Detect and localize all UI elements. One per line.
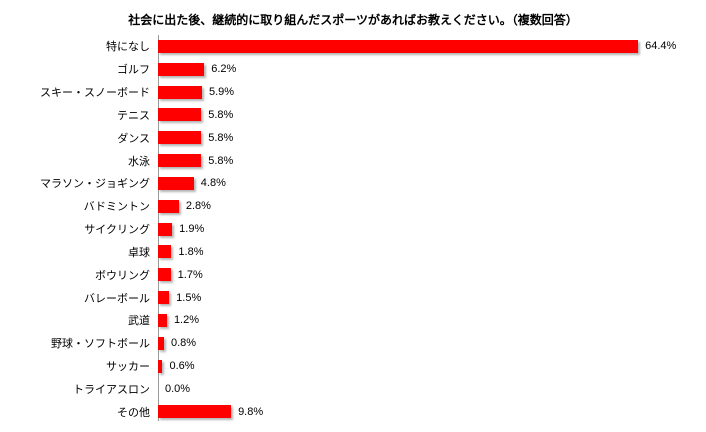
value-label: 6.2% [211, 63, 237, 76]
category-label: ゴルフ [117, 64, 150, 77]
bar-track: 1.8% [158, 240, 706, 263]
bar-track: 1.9% [158, 218, 706, 241]
category-label: 卓球 [128, 246, 150, 259]
value-label: 1.9% [179, 223, 205, 236]
bar-track: 2.8% [158, 195, 706, 218]
value-label: 9.8% [238, 405, 264, 418]
category-label: ダンス [117, 132, 150, 145]
bar [158, 405, 232, 419]
category-label: バレーボール [84, 292, 150, 305]
bar [158, 245, 172, 259]
bar-row: 野球・ソフトボール 0.8% [0, 332, 706, 355]
bar-track: 64.4% [158, 35, 706, 58]
bar-row: マラソン・ジョギング 4.8% [0, 172, 706, 195]
bar-track: 1.5% [158, 286, 706, 309]
bar-track: 1.2% [158, 309, 706, 332]
value-label: 1.5% [176, 291, 202, 304]
value-label: 0.8% [170, 337, 197, 350]
bar [158, 108, 202, 122]
bar-row: 卓球 1.8% [0, 240, 706, 263]
value-label: 0.0% [165, 382, 191, 395]
bar-track: 9.8% [158, 400, 706, 423]
bar-track: 5.8% [158, 103, 706, 126]
value-label: 1.7% [177, 268, 203, 281]
value-label: 4.8% [200, 177, 226, 190]
bar-row: バドミントン 2.8% [0, 195, 706, 218]
bar [158, 199, 179, 213]
bar [158, 336, 164, 350]
bar-row: ゴルフ 6.2% [0, 58, 706, 81]
bar-rows: 特になし 64.4% ゴルフ 6.2% スキー・スノーボード 5.9% テニス … [0, 35, 706, 423]
category-label: その他 [117, 406, 150, 419]
bar-track: 0.6% [158, 355, 706, 378]
plot-area: 特になし 64.4% ゴルフ 6.2% スキー・スノーボード 5.9% テニス … [0, 35, 706, 423]
category-label: サッカー [106, 361, 150, 373]
bar [158, 222, 173, 236]
bar [158, 359, 163, 373]
category-label: 武道 [128, 315, 150, 328]
bar-row: トライアスロン 0.0% [0, 377, 706, 400]
bar [158, 131, 202, 145]
bar-track: 0.8% [158, 332, 706, 355]
bar [158, 85, 202, 99]
value-label: 64.4% [645, 40, 677, 53]
bar-row: 水泳 5.8% [0, 149, 706, 172]
category-label: スキー・スノーボード [40, 87, 150, 100]
category-label: 特になし [106, 41, 150, 54]
bar-row: 武道 1.2% [0, 309, 706, 332]
category-label: トライアスロン [73, 383, 150, 396]
bar [158, 154, 202, 168]
value-label: 0.6% [169, 360, 195, 372]
bar-row: サイクリング 1.9% [0, 218, 706, 241]
bar-track: 1.7% [158, 263, 706, 286]
category-label: バドミントン [83, 201, 150, 214]
value-label: 1.2% [173, 314, 200, 327]
bar [158, 39, 639, 53]
bar [158, 176, 194, 190]
bar-row: その他 9.8% [0, 400, 706, 423]
value-label: 5.8% [208, 131, 234, 144]
value-label: 5.8% [208, 154, 234, 167]
bar-track: 5.8% [158, 126, 706, 149]
bar-row: 特になし 64.4% [0, 35, 706, 58]
bar-row: バレーボール 1.5% [0, 286, 706, 309]
bar [158, 268, 171, 282]
category-label: ボウリング [95, 269, 150, 282]
value-label: 5.9% [208, 86, 235, 99]
bar-track: 0.0% [158, 377, 706, 400]
bar-track: 4.8% [158, 172, 706, 195]
bar-track: 5.9% [158, 81, 706, 104]
category-label: 水泳 [128, 155, 150, 168]
category-label: テニス [117, 109, 150, 122]
category-label: 野球・ソフトボール [51, 338, 150, 351]
category-label: サイクリング [84, 224, 150, 237]
chart-title: 社会に出た後、継続的に取り組んだスポーツがあればお教えください。（複数回答） [128, 13, 578, 27]
bar-track: 5.8% [158, 149, 706, 172]
bar-row: サッカー 0.6% [0, 355, 706, 378]
value-label: 1.8% [178, 245, 204, 258]
value-label: 2.8% [185, 200, 211, 213]
bar-row: ダンス 5.8% [0, 126, 706, 149]
bar-row: スキー・スノーボード 5.9% [0, 81, 706, 104]
bar [158, 62, 205, 76]
bar-row: テニス 5.8% [0, 103, 706, 126]
value-label: 5.8% [208, 108, 234, 121]
bar [158, 291, 170, 305]
bar-row: ボウリング 1.7% [0, 263, 706, 286]
category-label: マラソン・ジョギング [40, 178, 150, 191]
bar [158, 313, 167, 327]
bar-track: 6.2% [158, 58, 706, 81]
